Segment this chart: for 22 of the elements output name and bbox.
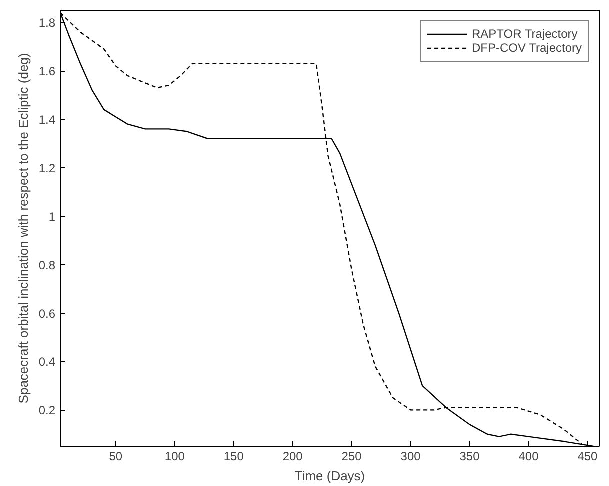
y-tick-label: 1.2 — [38, 161, 56, 176]
x-tick-label: 450 — [578, 450, 598, 464]
y-tick-label: 1.4 — [38, 113, 56, 127]
x-tick-label: 400 — [518, 450, 540, 464]
y-tick-label: 0.2 — [38, 404, 56, 418]
y-tick-label: 1.6 — [38, 64, 56, 79]
x-tick-label: 100 — [164, 450, 186, 464]
x-tick-label: 150 — [224, 450, 244, 464]
y-axis-title: Spacecraft orbital inclination with respect to the Ecliptic (deg) — [16, 53, 31, 404]
x-axis-title: Time (Days) — [294, 468, 366, 484]
y-tick-label: 0.6 — [38, 306, 56, 321]
legend-label: DFP-COV Trajectory — [472, 41, 582, 55]
legend-label: RAPTOR Trajectory — [472, 27, 578, 41]
x-tick-label: 350 — [460, 450, 480, 464]
y-tick-label: 1 — [48, 210, 56, 224]
y-tick-label: 0.4 — [38, 355, 56, 370]
y-tick-label: 0.8 — [38, 258, 56, 272]
x-tick-label: 50 — [109, 450, 123, 464]
x-tick-label: 250 — [342, 450, 362, 464]
y-tick-label: 1.8 — [38, 16, 56, 30]
x-tick-label: 200 — [282, 450, 304, 464]
x-tick-label: 300 — [400, 450, 422, 464]
